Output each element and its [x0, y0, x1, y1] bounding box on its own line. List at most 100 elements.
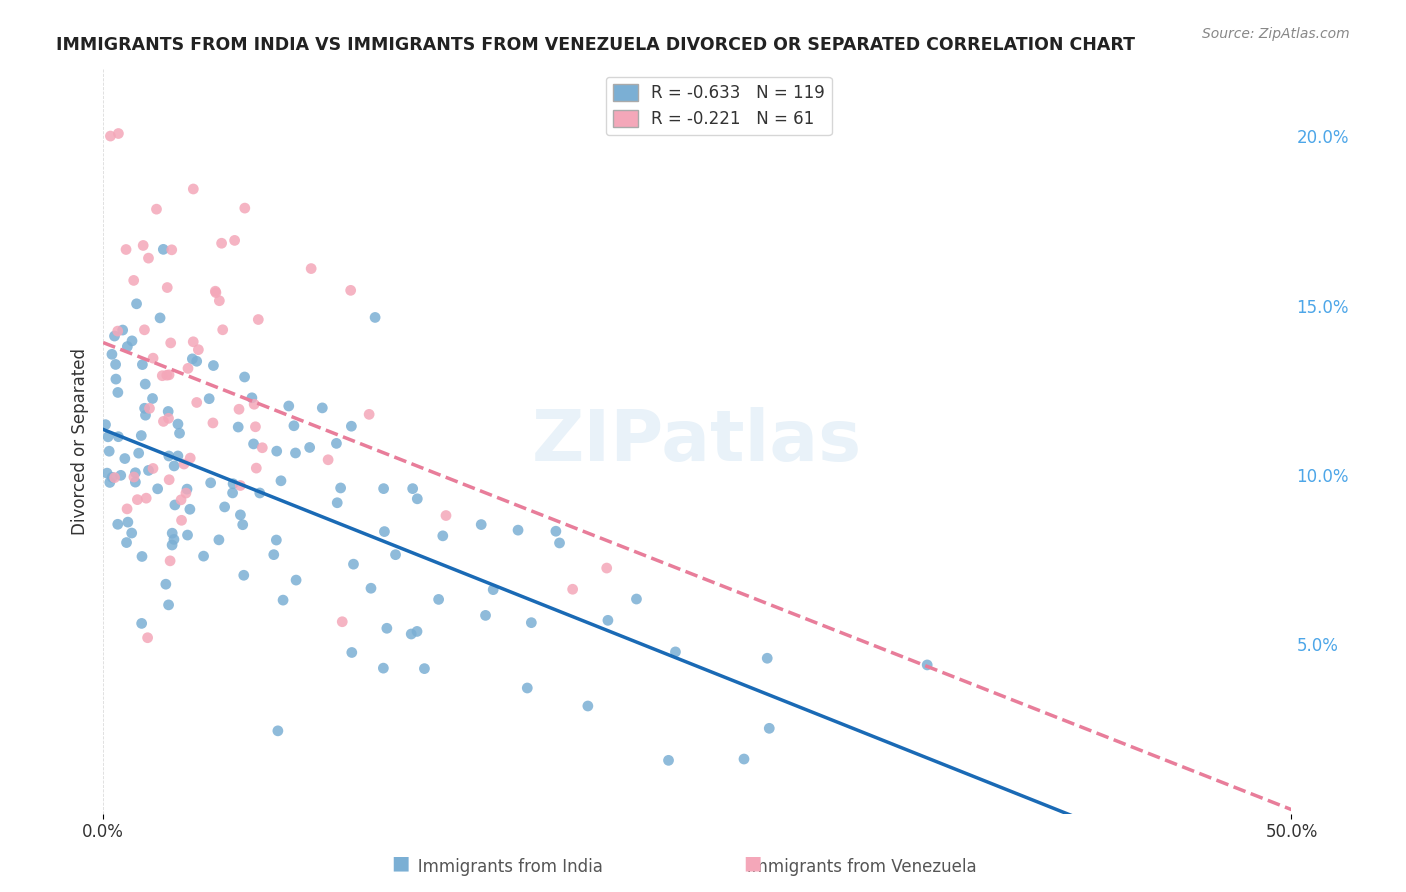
Immigrants from Venezuela	[205, 285, 228, 300]
Immigrants from Venezuela	[173, 457, 195, 471]
Text: Immigrants from Venezuela: Immigrants from Venezuela	[710, 858, 977, 876]
Immigrants from India	[384, 548, 406, 562]
Immigrants from Venezuela	[142, 351, 165, 366]
Immigrants from Venezuela	[204, 284, 226, 298]
Immigrants from India	[117, 515, 139, 529]
Immigrants from India	[107, 385, 129, 400]
Immigrants from India	[163, 458, 186, 473]
Immigrants from India	[229, 508, 252, 522]
Immigrants from India	[226, 420, 249, 434]
Immigrants from Venezuela	[187, 343, 209, 357]
Immigrants from India	[152, 243, 174, 257]
Immigrants from Venezuela	[211, 323, 233, 337]
Immigrants from Venezuela	[228, 402, 250, 417]
Immigrants from Venezuela	[136, 631, 159, 645]
Immigrants from India	[117, 340, 139, 354]
Immigrants from India	[482, 582, 505, 597]
Immigrants from India	[138, 463, 160, 477]
Immigrants from India	[329, 481, 352, 495]
Immigrants from Venezuela	[330, 615, 353, 629]
Immigrants from India	[186, 354, 208, 368]
Immigrants from India	[149, 310, 172, 325]
Immigrants from Venezuela	[159, 335, 181, 350]
Immigrants from India	[98, 475, 121, 490]
Immigrants from India	[107, 517, 129, 532]
Text: ZIPatlas: ZIPatlas	[533, 407, 862, 475]
Immigrants from India	[134, 401, 156, 416]
Immigrants from India	[131, 616, 153, 631]
Immigrants from India	[432, 529, 454, 543]
Immigrants from Venezuela	[243, 397, 266, 411]
Immigrants from India	[104, 358, 127, 372]
Immigrants from India	[340, 419, 363, 434]
Immigrants from India	[98, 444, 121, 458]
Immigrants from India	[596, 613, 619, 627]
Immigrants from Venezuela	[181, 182, 204, 196]
Immigrants from Venezuela	[181, 334, 204, 349]
Immigrants from India	[311, 401, 333, 415]
Immigrants from India	[232, 568, 254, 582]
Immigrants from India	[266, 533, 288, 547]
Immigrants from India	[283, 418, 305, 433]
Immigrants from India	[360, 581, 382, 595]
Immigrants from Venezuela	[134, 323, 156, 337]
Immigrants from India	[146, 482, 169, 496]
Immigrants from India	[134, 377, 156, 392]
Immigrants from India	[129, 428, 152, 442]
Immigrants from India	[364, 310, 387, 325]
Immigrants from India	[157, 449, 180, 463]
Immigrants from Venezuela	[245, 419, 267, 434]
Immigrants from Venezuela	[359, 408, 381, 422]
Immigrants from Venezuela	[145, 202, 167, 216]
Immigrants from India	[342, 557, 364, 571]
Immigrants from India	[176, 482, 198, 496]
Immigrants from Venezuela	[434, 508, 457, 523]
Immigrants from India	[103, 329, 125, 343]
Immigrants from India	[94, 417, 117, 432]
Immigrants from Venezuela	[132, 238, 155, 252]
Immigrants from India	[160, 538, 183, 552]
Immigrants from India	[160, 526, 183, 541]
Immigrants from India	[107, 430, 129, 444]
Y-axis label: Divorced or Separated: Divorced or Separated	[72, 348, 89, 534]
Immigrants from India	[401, 482, 423, 496]
Immigrants from Venezuela	[156, 368, 179, 383]
Immigrants from India	[134, 408, 156, 422]
Immigrants from Venezuela	[159, 554, 181, 568]
Immigrants from India	[756, 651, 779, 665]
Immigrants from Venezuela	[596, 561, 619, 575]
Immigrants from Venezuela	[157, 473, 180, 487]
Immigrants from India	[110, 468, 132, 483]
Immigrants from India	[285, 573, 308, 587]
Immigrants from India	[131, 358, 153, 372]
Immigrants from India	[131, 549, 153, 564]
Immigrants from India	[222, 476, 245, 491]
Immigrants from India	[157, 598, 180, 612]
Immigrants from India	[121, 526, 143, 541]
Immigrants from Venezuela	[174, 486, 197, 500]
Immigrants from Venezuela	[122, 470, 145, 484]
Immigrants from India	[202, 359, 225, 373]
Immigrants from Venezuela	[107, 127, 129, 141]
Immigrants from India	[163, 533, 186, 547]
Immigrants from India	[664, 645, 686, 659]
Immigrants from India	[263, 548, 285, 562]
Immigrants from India	[221, 486, 243, 500]
Immigrants from India	[249, 486, 271, 500]
Text: Source: ZipAtlas.com: Source: ZipAtlas.com	[1202, 27, 1350, 41]
Immigrants from Venezuela	[127, 492, 149, 507]
Immigrants from Venezuela	[157, 411, 180, 425]
Immigrants from India	[271, 593, 294, 607]
Immigrants from India	[516, 681, 538, 695]
Immigrants from India	[169, 426, 191, 441]
Immigrants from India	[104, 372, 127, 386]
Immigrants from India	[141, 392, 163, 406]
Immigrants from Venezuela	[177, 361, 200, 376]
Immigrants from India	[406, 624, 429, 639]
Text: ■: ■	[391, 854, 411, 872]
Immigrants from India	[155, 577, 177, 591]
Immigrants from India	[242, 437, 264, 451]
Legend: R = -0.633   N = 119, R = -0.221   N = 61: R = -0.633 N = 119, R = -0.221 N = 61	[606, 77, 831, 135]
Immigrants from India	[277, 399, 299, 413]
Immigrants from India	[544, 524, 567, 539]
